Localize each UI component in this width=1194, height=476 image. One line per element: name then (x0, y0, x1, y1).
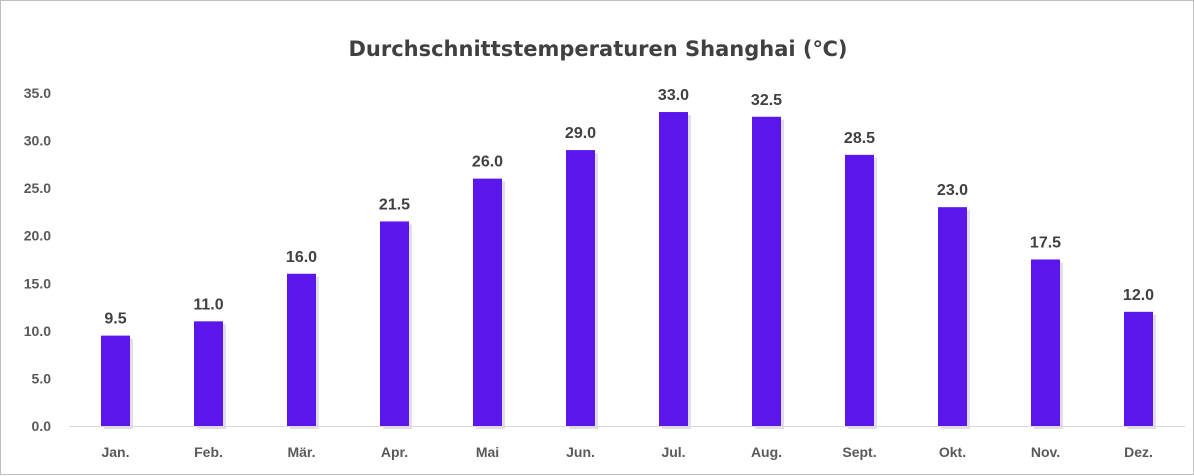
bar (194, 321, 223, 426)
x-tick-label: Jan. (101, 444, 129, 460)
bar (938, 207, 967, 426)
data-label: 17.5 (1030, 235, 1061, 252)
chart-title: Durchschnittstemperaturen Shanghai (℃) (348, 37, 847, 61)
data-label: 23.0 (937, 182, 968, 199)
x-axis: Jan. Feb. Mär. Apr. Mai Jun. Jul. Aug. Sept. Okt.… (69, 426, 1185, 460)
x-tick-label: Sept. (842, 444, 876, 460)
y-tick-label: 15.0 (24, 275, 51, 291)
y-tick-label: 5.0 (32, 370, 52, 386)
y-axis: 0.0 5.0 10.0 15.0 20.0 25.0 30.0 35.0 (24, 85, 51, 434)
data-label: 16.0 (286, 249, 317, 266)
x-tick-label: Okt. (939, 444, 966, 460)
data-label: 33.0 (658, 87, 689, 104)
x-tick-label: Aug. (751, 444, 782, 460)
bar (845, 154, 874, 427)
bar (566, 150, 595, 427)
data-label: 29.0 (565, 125, 596, 142)
x-tick-label: Nov. (1031, 444, 1060, 460)
bar (752, 116, 781, 427)
y-tick-label: 20.0 (24, 228, 51, 244)
bar (101, 335, 130, 426)
x-tick-label: Apr. (381, 444, 408, 460)
x-tick-label: Jul. (661, 444, 685, 460)
x-tick-label: Jun. (566, 444, 595, 460)
data-label: 26.0 (472, 154, 503, 171)
data-labels: 9.5 11.0 16.0 21.5 26.0 29.0 33.0 32.5 28.5 23.0 1… (104, 87, 1154, 328)
bar (287, 273, 316, 426)
y-tick-label: 25.0 (24, 180, 51, 196)
x-tick-label: Mär. (287, 444, 315, 460)
bar (659, 112, 688, 427)
bar (380, 221, 409, 426)
x-tick-label: Feb. (194, 444, 223, 460)
bar (1124, 311, 1153, 426)
bar (1031, 259, 1060, 426)
y-tick-label: 0.0 (32, 418, 52, 434)
y-tick-label: 35.0 (24, 85, 51, 101)
x-tick-label: Dez. (1124, 444, 1153, 460)
data-label: 28.5 (844, 130, 875, 147)
bars (101, 112, 1156, 430)
x-tick-label: Mai (476, 444, 499, 460)
data-label: 9.5 (104, 311, 126, 328)
data-label: 32.5 (751, 92, 782, 109)
data-label: 12.0 (1123, 287, 1154, 304)
y-tick-label: 30.0 (24, 133, 51, 149)
bar (473, 178, 502, 426)
data-label: 21.5 (379, 196, 410, 213)
data-label: 11.0 (193, 296, 223, 313)
y-tick-label: 10.0 (24, 323, 51, 339)
